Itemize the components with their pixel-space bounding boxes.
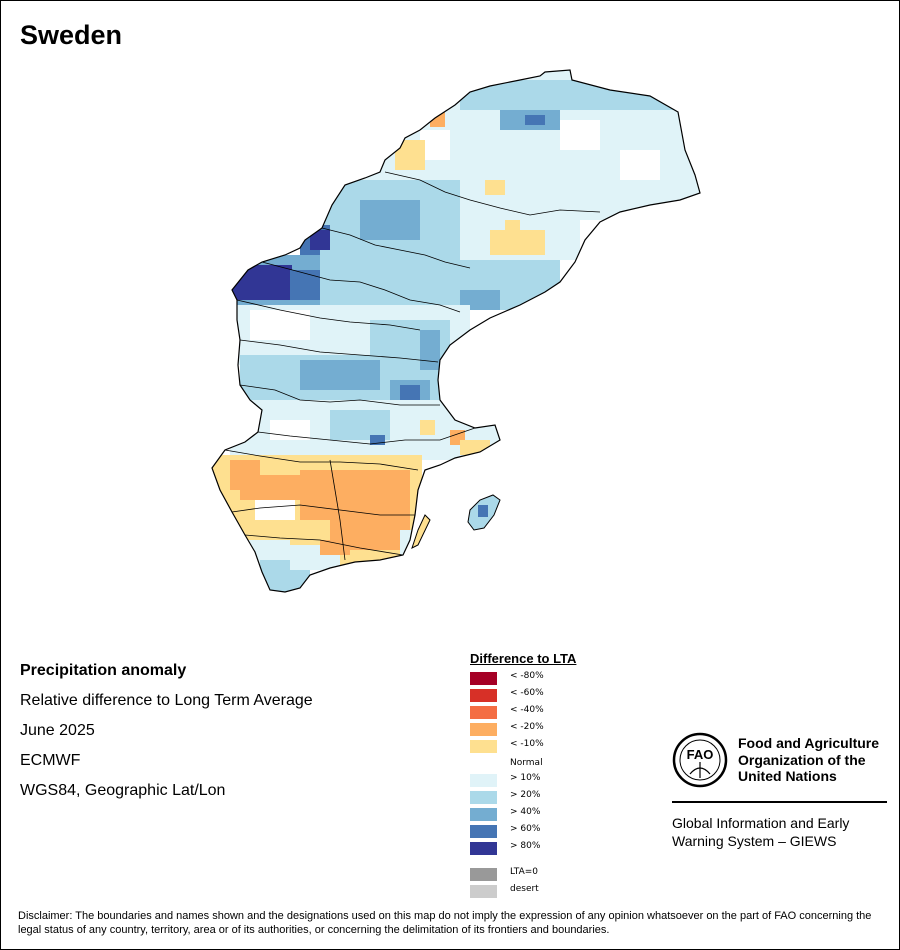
legend-swatch [470,791,497,804]
giews-line-1: Global Information and Early [672,815,850,831]
legend-label: > 10% [510,773,541,783]
legend-label: > 40% [510,807,541,817]
legend-label: LTA=0 [510,867,538,877]
info-line-3: ECMWF [20,752,81,769]
legend-item: LTA=0 [470,866,576,883]
giews-line-2: Warning System – GIEWS [672,833,837,849]
legend-swatch [470,723,497,736]
fao-line-3: United Nations [738,768,837,784]
giews-name: Global Information and Early Warning Sys… [672,814,849,850]
legend-normal-label: Normal [510,758,543,768]
legend-label: < -80% [510,671,544,681]
legend-swatch [470,774,497,787]
legend-swatch [470,740,497,753]
legend-item: < -20% [470,721,576,738]
legend-item: desert [470,883,576,900]
legend-label: > 80% [510,841,541,851]
legend-label: desert [510,884,539,894]
legend-item: < -60% [470,687,576,704]
legend-item: > 40% [470,806,576,823]
anomaly-grid [212,70,700,592]
legend-swatch [470,885,497,898]
admin-boundaries [224,171,601,561]
legend-swatch [470,672,497,685]
legend-swatch [470,808,497,821]
info-line-4: WGS84, Geographic Lat/Lon [20,782,226,799]
fao-logo-icon: FAO [672,732,728,788]
map-title: Sweden [20,20,123,50]
legend-normal: Normal [470,755,576,772]
legend-item: < -80% [470,670,576,687]
oland-island [411,514,431,549]
legend-label: > 20% [510,790,541,800]
legend-item: > 60% [470,823,576,840]
info-line-2: June 2025 [20,722,95,739]
map-info: Precipitation anomaly Relative differenc… [20,656,313,806]
legend-title: Difference to LTA [470,651,577,666]
info-heading: Precipitation anomaly [20,662,187,679]
logo-text: FAO [687,747,714,762]
info-line-1: Relative difference to Long Term Average [20,692,313,709]
legend-swatch [470,825,497,838]
sweden-map [211,69,701,593]
fao-name: Food and Agriculture Organization of the… [738,735,879,785]
legend-swatch [470,706,497,719]
legend-item: > 20% [470,789,576,806]
fao-line-1: Food and Agriculture [738,735,880,751]
fao-line-2: Organization of the [738,751,866,768]
legend-item: > 10% [470,772,576,789]
legend-swatch [470,868,497,881]
legend-label: < -20% [510,722,544,732]
disclaimer: Disclaimer: The boundaries and names sho… [18,910,872,936]
legend: Difference to LTA < -80% < -60% < -40% <… [470,651,576,900]
logo-divider [672,801,887,803]
legend-item: < -40% [470,704,576,721]
legend-item: > 80% [470,840,576,857]
legend-label: > 60% [510,824,541,834]
legend-item: < -10% [470,738,576,755]
legend-label: < -10% [510,739,544,749]
legend-label: < -60% [510,688,544,698]
legend-swatch [470,842,497,855]
legend-swatch [470,689,497,702]
legend-label: < -40% [510,705,544,715]
gotland-island [467,494,501,531]
